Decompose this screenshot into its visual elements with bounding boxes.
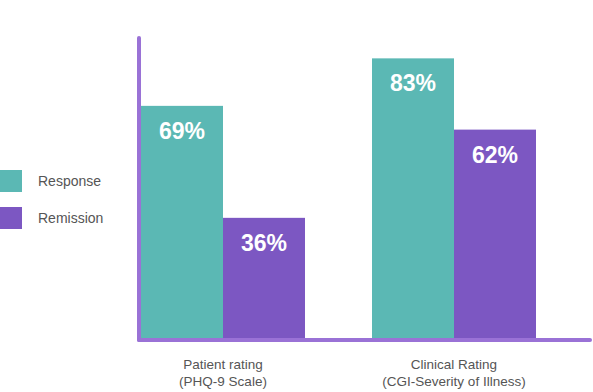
x-axis [139,338,590,342]
bar [223,218,305,340]
legend-label: Remission [38,210,103,226]
data-label: 62% [472,142,518,168]
legend-label: Response [38,173,101,189]
bars [141,58,536,340]
data-label: 83% [390,70,436,96]
bar [372,58,454,340]
bar [141,106,223,340]
category-line: (PHQ-9 Scale) [179,374,267,389]
category-label: Patient rating (PHQ-9 Scale) [179,357,267,389]
data-label: 69% [159,118,205,144]
legend-swatch [0,170,22,192]
data-label: 36% [241,230,287,256]
category-line: Patient rating [183,357,263,372]
legend: Response Remission [0,170,103,229]
category-line: (CGI-Severity of Illness) [382,374,525,389]
category-line: Clinical Rating [411,357,497,372]
chart: 69% 36% 83% 62% Patient rating (PHQ-9 Scale) C… [0,0,593,392]
y-axis [137,38,141,340]
category-label: Clinical Rating (CGI-Severity of Illness) [382,357,525,389]
bar [454,130,536,340]
data-labels: 69% 36% 83% 62% [159,70,518,255]
legend-swatch [0,207,22,229]
